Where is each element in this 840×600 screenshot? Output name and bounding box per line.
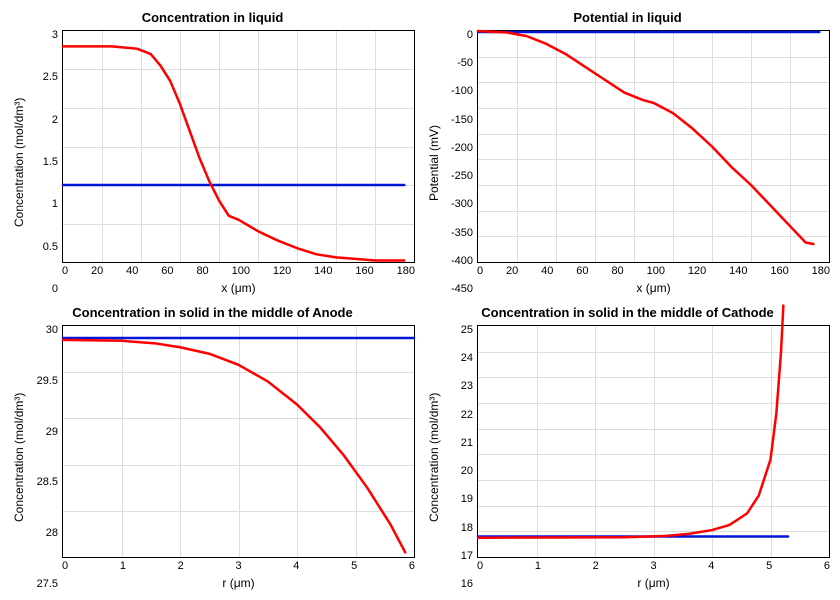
series-line xyxy=(63,46,404,260)
chart-title: Potential in liquid xyxy=(425,10,830,25)
chart-title: Concentration in solid in the middle of … xyxy=(425,305,830,320)
y-ticks: 25242322212019181716 xyxy=(443,325,477,590)
y-ticks: 3029.52928.52827.5 xyxy=(28,325,62,590)
chart-title: Concentration in liquid xyxy=(10,10,415,25)
x-axis-label: x (μm) xyxy=(477,277,830,295)
chart-panel-tr: Potential in liquid Potential (mV)0-50-10… xyxy=(425,10,830,295)
x-ticks: 020406080100120140160180 xyxy=(477,263,830,277)
series-line xyxy=(63,340,405,553)
x-ticks: 020406080100120140160180 xyxy=(62,263,415,277)
chart-panel-tl: Concentration in liquid Concentration (mo… xyxy=(10,10,415,295)
x-axis-label: r (μm) xyxy=(62,572,415,590)
x-ticks: 0123456 xyxy=(477,558,830,572)
y-axis-label: Concentration (mol/dm³) xyxy=(425,325,443,590)
x-axis-label: r (μm) xyxy=(477,572,830,590)
y-axis-label: Potential (mV) xyxy=(425,30,443,295)
series-line xyxy=(478,31,813,244)
chart-title: Concentration in solid in the middle of … xyxy=(10,305,415,320)
plot-area xyxy=(62,325,415,558)
chart-panel-bl: Concentration in solid in the middle of … xyxy=(10,305,415,590)
x-axis-label: x (μm) xyxy=(62,277,415,295)
plot-area xyxy=(62,30,415,263)
plot-area xyxy=(477,30,830,263)
series-line xyxy=(478,305,783,537)
plot-area xyxy=(477,325,830,558)
y-ticks: 0-50-100-150-200-250-300-350-400-450 xyxy=(443,30,477,295)
chart-panel-br: Concentration in solid in the middle of … xyxy=(425,305,830,590)
y-ticks: 32.521.510.50 xyxy=(28,30,62,295)
x-ticks: 0123456 xyxy=(62,558,415,572)
y-axis-label: Concentration (mol/dm³) xyxy=(10,325,28,590)
y-axis-label: Concentration (mol/dm³) xyxy=(10,30,28,295)
